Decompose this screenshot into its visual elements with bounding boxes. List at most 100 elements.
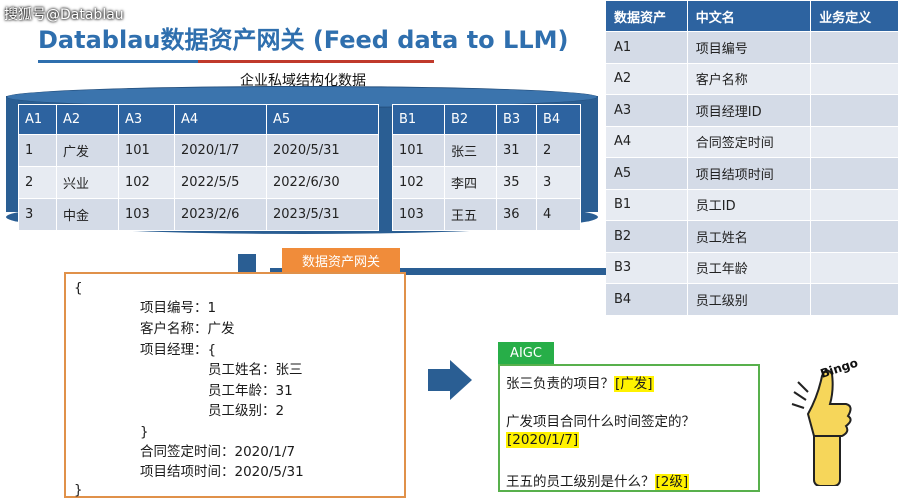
- table-cell: 36: [496, 198, 537, 231]
- table-b-header: B2: [444, 104, 497, 135]
- table-b-header: B3: [496, 104, 537, 135]
- table-row: 3 中金 103 2023/2/6 2023/5/31: [18, 198, 379, 231]
- table-cell: 王五: [444, 198, 497, 231]
- aigc-question: 张三负责的项目？: [506, 376, 614, 392]
- table-row: B4 员工级别: [605, 283, 899, 316]
- aigc-question: 广发项目合同什么时间签定的？: [506, 414, 695, 430]
- table-a-header: A4: [174, 104, 267, 135]
- table-row: 103 王五 36 4: [392, 198, 581, 231]
- table-row: 101 张三 31 2: [392, 134, 581, 167]
- json-client-name: 客户名称：广发: [140, 321, 235, 337]
- table-cell: 2020/1/7: [174, 134, 267, 167]
- table-cell: 35: [496, 166, 537, 199]
- table-cell: 2023/5/31: [266, 198, 379, 231]
- aigc-answer: [2级]: [654, 474, 690, 490]
- asset-definition: [810, 31, 899, 64]
- table-a-header: A3: [118, 104, 175, 135]
- asset-chinese-name: 员工级别: [686, 283, 812, 316]
- asset-code: A2: [605, 62, 688, 95]
- table-row: A1 项目编号: [605, 31, 899, 64]
- dictionary-connector-line: [270, 268, 606, 275]
- json-project-number: 项目编号：1: [140, 300, 217, 316]
- table-row: 2 兴业 102 2022/5/5 2022/6/30: [18, 166, 379, 199]
- table-cell: 2: [536, 134, 581, 167]
- table-cell: 2023/2/6: [174, 198, 267, 231]
- table-cell: 102: [118, 166, 175, 199]
- asset-code: B2: [605, 220, 688, 253]
- dictionary-header: 数据资产: [605, 0, 688, 32]
- asset-chinese-name: 客户名称: [686, 62, 812, 95]
- table-cell: 张三: [444, 134, 497, 167]
- table-cell: 3: [18, 198, 57, 231]
- data-asset-gateway-label: 数据资产网关: [282, 248, 400, 272]
- json-employee-name: 员工姓名：张三: [208, 362, 303, 378]
- table-cell: 2022/6/30: [266, 166, 379, 199]
- aigc-panel: 张三负责的项目？[广发] 广发项目合同什么时间签定的？ [2020/1/7] 王…: [498, 364, 760, 492]
- table-cell: 2020/5/31: [266, 134, 379, 167]
- right-arrow-head: [450, 360, 472, 400]
- table-a-header: A1: [18, 104, 57, 135]
- table-row: A4 合同签定时间: [605, 125, 899, 158]
- table-row: B3 员工年龄: [605, 251, 899, 284]
- aigc-question: 王五的员工级别是什么？: [506, 474, 655, 490]
- bingo-thumbs-up-illustration: Bingo: [774, 356, 884, 487]
- table-b-header: B4: [536, 104, 581, 135]
- table-b-header-row: B1 B2 B3 B4: [392, 104, 581, 135]
- table-cell: 中金: [56, 198, 119, 231]
- asset-definition: [810, 94, 899, 127]
- asset-chinese-name: 项目编号: [686, 31, 812, 64]
- asset-definition: [810, 125, 899, 158]
- table-cell: 兴业: [56, 166, 119, 199]
- dictionary-header: 中文名: [686, 0, 812, 32]
- dictionary-header-row: 数据资产 中文名 业务定义: [605, 0, 899, 32]
- table-row: B2 员工姓名: [605, 220, 899, 253]
- json-employee-level: 员工级别：2: [208, 403, 285, 419]
- table-cell: 103: [392, 198, 445, 231]
- json-manager-open: 项目经理：{: [140, 342, 217, 358]
- aigc-tag: AIGC: [498, 342, 554, 364]
- table-cell: 4: [536, 198, 581, 231]
- table-b: B1 B2 B3 B4 101 张三 31 2 102 李四 35 3 103 …: [392, 104, 581, 231]
- bingo-text: Bingo: [819, 356, 860, 381]
- asset-chinese-name: 项目结项时间: [686, 157, 812, 190]
- asset-definition: [810, 157, 899, 190]
- title-underline-red: [198, 60, 434, 63]
- dictionary-header: 业务定义: [810, 0, 899, 32]
- aigc-answer: [广发]: [614, 376, 654, 392]
- asset-code: A4: [605, 125, 688, 158]
- table-cell: 1: [18, 134, 57, 167]
- table-cell: 103: [118, 198, 175, 231]
- json-contract-date: 合同签定时间：2020/1/7: [140, 444, 296, 460]
- asset-code: A1: [605, 31, 688, 64]
- aigc-answer: [2020/1/7]: [506, 432, 580, 448]
- aigc-qa-1: 张三负责的项目？[广发]: [506, 372, 654, 392]
- asset-definition: [810, 188, 899, 221]
- table-cell: 3: [536, 166, 581, 199]
- table-row: 1 广发 101 2020/1/7 2020/5/31: [18, 134, 379, 167]
- json-output-panel: { 项目编号：1 客户名称：广发 项目经理：{ 员工姓名：张三 员工年龄：31 …: [64, 272, 406, 498]
- table-row: B1 员工ID: [605, 188, 899, 221]
- table-row: A3 项目经理ID: [605, 94, 899, 127]
- title-underline-blue: [38, 60, 198, 63]
- asset-chinese-name: 合同签定时间: [686, 125, 812, 158]
- asset-code: B4: [605, 283, 688, 316]
- right-arrow-icon: [428, 369, 452, 391]
- json-manager-close: }: [140, 424, 149, 440]
- asset-definition: [810, 283, 899, 316]
- aigc-qa-3: 王五的员工级别是什么？[2级]: [506, 470, 690, 490]
- asset-chinese-name: 员工年龄: [686, 251, 812, 284]
- asset-code: A3: [605, 94, 688, 127]
- table-cell: 101: [118, 134, 175, 167]
- table-cell: 李四: [444, 166, 497, 199]
- asset-chinese-name: 员工姓名: [686, 220, 812, 253]
- database-caption: 企业私域结构化数据: [240, 73, 366, 89]
- table-cell: 2: [18, 166, 57, 199]
- asset-code: A5: [605, 157, 688, 190]
- table-a-header-row: A1 A2 A3 A4 A5: [18, 104, 379, 135]
- table-row: A5 项目结项时间: [605, 157, 899, 190]
- table-row: A2 客户名称: [605, 62, 899, 95]
- data-dictionary: 数据资产 中文名 业务定义 A1 项目编号 A2 客户名称 A3 项目经理ID A4 合…: [605, 0, 899, 316]
- asset-definition: [810, 251, 899, 284]
- table-cell: 101: [392, 134, 445, 167]
- asset-definition: [810, 62, 899, 95]
